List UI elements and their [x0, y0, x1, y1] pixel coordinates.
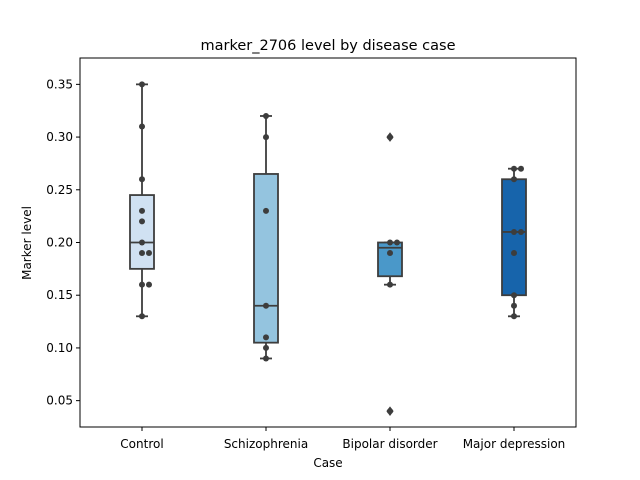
box-iqr: [129, 194, 155, 270]
swarm-point: [263, 344, 269, 351]
box-iqr: [501, 178, 527, 297]
swarm-point: [139, 218, 145, 225]
y-tick-label: 0.15: [46, 288, 73, 302]
swarm-point: [139, 281, 145, 288]
swarm-point: [139, 207, 145, 214]
swarm-point: [394, 239, 400, 246]
swarm-point: [146, 250, 152, 257]
plot-area: 0.05 0.10 0.15 0.20 0.25 0.30 0.35 Control Schiz…: [46, 57, 577, 451]
y-tick-label: 0.35: [46, 77, 73, 91]
swarm-point: [511, 302, 517, 309]
y-axis-label: Marker level: [20, 206, 34, 280]
swarm-point: [511, 313, 517, 320]
swarm-point: [511, 228, 517, 235]
x-tick-label: Bipolar disorder: [342, 437, 437, 451]
swarm-point: [518, 165, 524, 172]
chart-title: marker_2706 level by disease case: [201, 38, 456, 54]
swarm-point: [511, 176, 517, 183]
box-iqr: [253, 173, 279, 344]
swarm-point: [139, 250, 145, 257]
y-tick-label: 0.05: [46, 394, 73, 408]
swarm-point: [387, 408, 393, 415]
y-tick-label: 0.10: [46, 341, 73, 355]
swarm-point: [139, 176, 145, 183]
swarm-point: [263, 207, 269, 214]
swarm-point: [387, 239, 393, 246]
swarm-point: [511, 250, 517, 257]
x-tick-label: Schizophrenia: [224, 437, 308, 451]
swarm-point: [263, 302, 269, 309]
x-axis-label: Case: [313, 456, 342, 470]
swarm-point: [387, 250, 393, 257]
y-tick-label: 0.20: [46, 236, 73, 250]
swarm-point: [387, 281, 393, 288]
swarm-point: [511, 165, 517, 172]
swarm-point: [387, 134, 393, 141]
swarm-point: [518, 228, 524, 235]
x-tick-label: Major depression: [463, 437, 566, 451]
swarm-point: [263, 334, 269, 341]
y-tick-label: 0.30: [46, 130, 73, 144]
swarm-point: [139, 81, 145, 88]
box-group: [501, 165, 527, 320]
swarm-point: [146, 281, 152, 288]
swarm-point: [139, 123, 145, 130]
box-group: [377, 132, 403, 417]
swarm-point: [139, 313, 145, 320]
box-group: [129, 81, 155, 320]
swarm-point: [263, 134, 269, 141]
x-tick-label: Control: [120, 437, 163, 451]
box-group: [253, 112, 279, 362]
swarm-point: [263, 355, 269, 362]
swarm-point: [511, 292, 517, 299]
swarm-point: [139, 239, 145, 246]
swarm-point: [263, 112, 269, 119]
y-tick-label: 0.25: [46, 183, 73, 197]
